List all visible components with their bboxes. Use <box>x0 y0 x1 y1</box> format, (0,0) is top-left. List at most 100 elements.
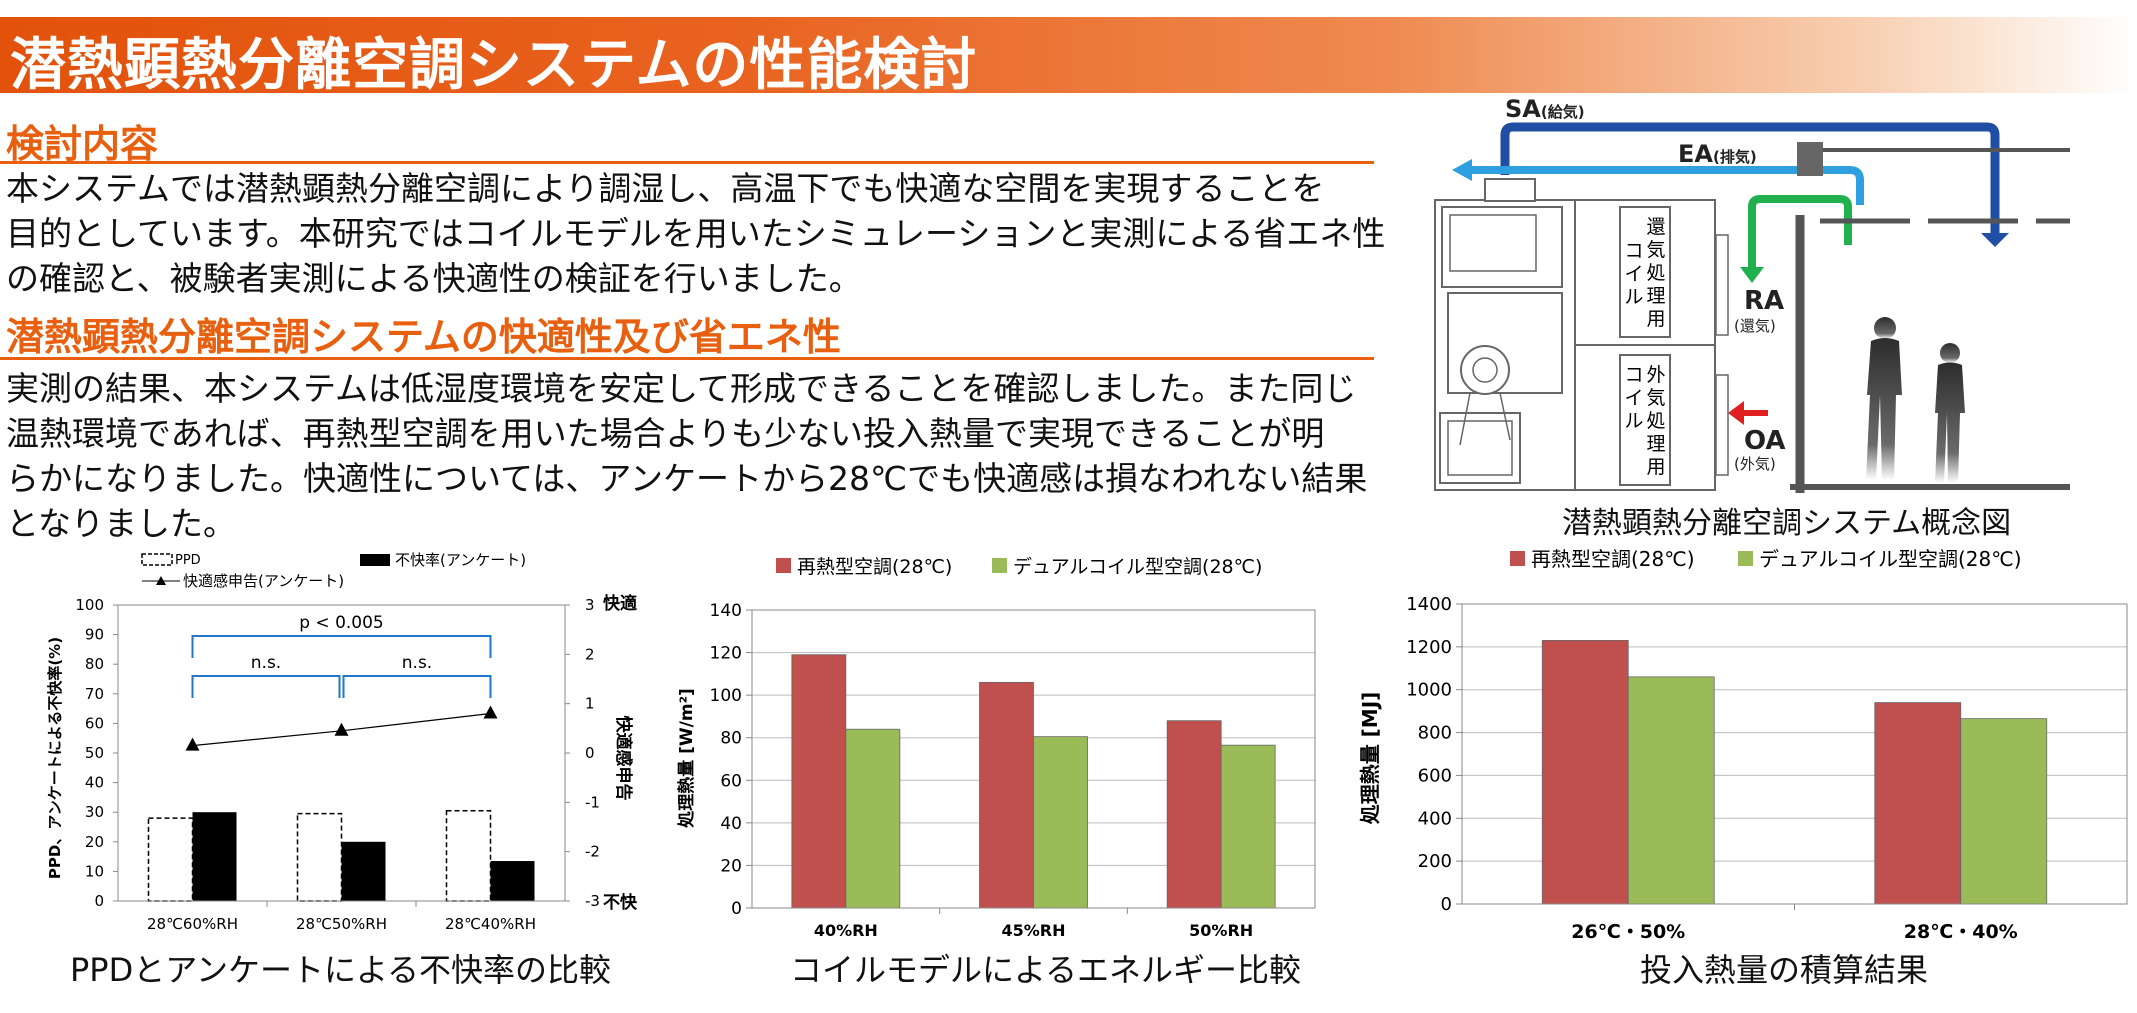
y-tick-label: 100 <box>75 596 104 614</box>
coil-label-char: 理 <box>1646 285 1665 307</box>
dual-coil-bar <box>1960 718 2048 905</box>
x-tick-label: 50%RH <box>1189 921 1253 940</box>
coil-label-char: 処 <box>1646 410 1665 432</box>
comfort-point <box>185 737 200 751</box>
y-tick-label: 90 <box>85 626 104 644</box>
reheat-bar <box>1166 720 1222 909</box>
significance-label: p < 0.005 <box>299 613 384 633</box>
y2-tick-label: 3 <box>585 596 595 614</box>
legend-discomfort-swatch <box>360 554 390 566</box>
y2-tick-label: 1 <box>585 695 595 713</box>
y-axis-label: 処理熱量 [MJ] <box>1358 692 1382 825</box>
sa-label: SA(給気) <box>1505 95 1585 123</box>
y2-top-label: 快適 <box>603 593 637 614</box>
legend-reheat-swatch <box>1510 551 1525 566</box>
comfort-point <box>334 722 349 736</box>
y-tick-label: 20 <box>85 833 104 851</box>
legend-reheat-label: 再熱型空調(28℃) <box>1531 547 1695 571</box>
legend-dual-label: デュアルコイル型空調(28℃) <box>1013 556 1262 578</box>
legend-reheat-swatch <box>776 558 791 573</box>
ppd-bar <box>445 809 492 902</box>
section2-line: 温熱環境であれば、再熱型空調を用いた場合よりも少ない投入熱量で実現できることが明 <box>6 414 1325 453</box>
y2-tick-label: 2 <box>585 645 595 663</box>
sa-duct <box>1500 122 2000 235</box>
ra-label: RA <box>1744 286 1784 316</box>
section1-underline <box>0 161 1374 164</box>
y-axis-label: 処理熱量 [W/m²] <box>676 688 697 829</box>
section1-line: の確認と、被験者実測による快適性の検証を行いました。 <box>6 259 862 298</box>
coil-label-char: 気 <box>1646 387 1665 409</box>
y2-axis-label: 快適感申告 <box>613 716 634 801</box>
exhaust-fan-icon <box>1797 142 1823 176</box>
ppd-bar <box>147 817 194 902</box>
y2-tick-label: -2 <box>585 843 600 861</box>
significance-bracket <box>342 675 492 698</box>
legend-comfort-marker <box>156 576 166 585</box>
y-tick-label: 50 <box>85 744 104 762</box>
y-tick-label: 600 <box>1418 765 1452 786</box>
x-tick-label: 28℃・40% <box>1904 921 2018 943</box>
coil-label-char: コ <box>1624 364 1643 386</box>
y-tick-label: 1200 <box>1406 637 1452 658</box>
y-tick-label: 40 <box>720 814 742 834</box>
discomfort-bar <box>341 841 386 901</box>
plot-frame <box>751 609 1316 909</box>
coil-label-char: イ <box>1624 263 1643 285</box>
x-tick-label: 28℃60%RH <box>147 915 238 933</box>
return-coil-prefix-label: コイル <box>1624 240 1643 308</box>
y-tick-label: 1400 <box>1406 594 1452 615</box>
x-tick-label: 26℃・50% <box>1571 921 1685 943</box>
y-tick-label: 400 <box>1418 808 1452 829</box>
coil-label-char: 外 <box>1646 364 1665 386</box>
y-tick-label: 80 <box>85 655 104 673</box>
significance-label: n.s. <box>251 653 281 673</box>
discomfort-bar <box>192 812 237 901</box>
coil-label-char: 用 <box>1646 456 1665 478</box>
reheat-bar <box>791 654 847 909</box>
y-tick-label: 60 <box>85 714 104 732</box>
y2-bottom-label: 不快 <box>603 892 638 913</box>
coil-label-char: 気 <box>1646 239 1665 261</box>
y-tick-label: 20 <box>720 856 742 876</box>
ea-duct <box>1470 166 1864 205</box>
ra-sub-label: (還気) <box>1734 317 1776 335</box>
chart3-caption: 投入熱量の積算結果 <box>1640 951 1929 989</box>
coil-label-char: 用 <box>1646 308 1665 330</box>
x-tick-label: 28℃50%RH <box>296 915 387 933</box>
significance-label: n.s. <box>402 653 432 673</box>
x-tick-label: 45%RH <box>1001 921 1065 940</box>
person-icon <box>1866 317 1902 480</box>
legend-comfort-label: 快適感申告(アンケート) <box>183 572 344 590</box>
y-tick-label: 40 <box>85 774 104 792</box>
y-tick-label: 120 <box>710 644 742 664</box>
section2-line: らかになりました。快適性については、アンケートから28℃でも快適感は損なわれない… <box>6 459 1368 498</box>
coil-label-char: コ <box>1624 240 1643 262</box>
significance-bracket <box>191 675 341 698</box>
legend-dual-swatch <box>992 558 1007 573</box>
y2-tick-label: -3 <box>585 892 600 910</box>
section2-body: 実測の結果、本システムは低湿度環境を安定して形成できることを確認しました。また同… <box>6 366 1426 546</box>
y-tick-label: 1000 <box>1406 680 1452 701</box>
section2-heading: 潜熱顕熱分離空調システムの快適性及び省エネ性 <box>6 315 841 359</box>
legend-reheat-label: 再熱型空調(28℃) <box>797 556 952 578</box>
energy-chart: 再熱型空調(28℃) デュアルコイル型空調(28℃) 0 20 40 60 80 100 1… <box>676 556 1316 940</box>
y-tick-label: 800 <box>1418 723 1452 744</box>
diagram-caption: 潜熱顕熱分離空調システム概念図 <box>1562 506 2012 541</box>
y2-tick-label: -1 <box>585 793 600 811</box>
ppd-bar <box>296 812 343 902</box>
page-title: 潜熱顕熱分離空調システムの性能検討 <box>10 33 978 98</box>
coil-label-char: 還 <box>1646 216 1665 238</box>
oa-arrow-icon <box>1728 401 1768 425</box>
section2-underline <box>0 357 1374 360</box>
section1-line: 目的としています。本研究ではコイルモデルを用いたシミュレーションと実測による省エ… <box>6 214 1386 253</box>
y-tick-label: 30 <box>85 803 104 821</box>
section1-line: 本システムでは潜熱顕熱分離空調により調湿し、高温下でも快適な空間を実現することを <box>6 169 1325 208</box>
y2-tick-label: 0 <box>585 744 595 762</box>
section2-line: となりました。 <box>6 504 237 543</box>
reheat-bar <box>1541 640 1629 905</box>
dual-coil-bar <box>1627 676 1715 905</box>
section1-heading: 検討内容 <box>6 122 159 166</box>
x-tick-label: 40%RH <box>814 921 878 940</box>
